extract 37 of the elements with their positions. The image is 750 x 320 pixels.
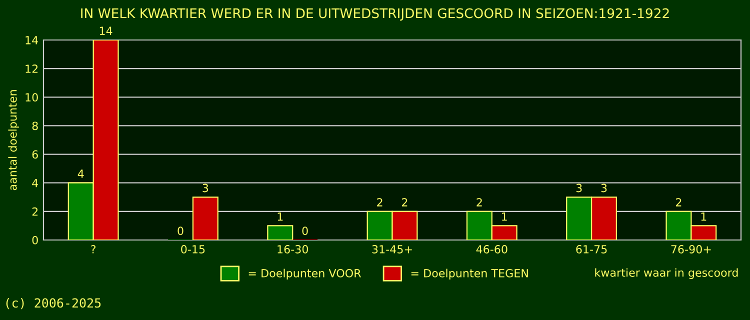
- bar: [267, 225, 294, 240]
- legend-label: = Doelpunten VOOR: [248, 268, 361, 280]
- data-label: 3: [576, 184, 582, 192]
- y-tick-label: 14: [26, 36, 38, 44]
- data-label: 2: [676, 198, 682, 206]
- data-label: 14: [100, 26, 112, 35]
- data-label: 0: [302, 226, 308, 236]
- y-tick-label: 0: [32, 236, 38, 244]
- bar: [192, 196, 218, 240]
- y-tick-label: 6: [32, 150, 38, 159]
- x-axis-title: kwartier waar in gescoord: [595, 268, 738, 279]
- x-tick-label: 0-15: [181, 245, 205, 254]
- text: (c) 2006-2025: [6, 298, 101, 310]
- data-label: 1: [701, 212, 706, 221]
- data-label: 0: [178, 226, 184, 236]
- y-tick-label: 8: [32, 122, 38, 130]
- data-label: 3: [202, 184, 208, 192]
- data-label: 2: [476, 198, 482, 206]
- x-tick-label: ?: [91, 245, 96, 254]
- x-tick-label: 76-90+: [671, 245, 711, 254]
- x-tick-label: 46-60: [476, 245, 508, 254]
- data-label: 2: [377, 198, 382, 206]
- y-tick-label: 10: [26, 93, 38, 102]
- x-tick-label: 31-45+: [372, 245, 412, 254]
- legend-label: = Doelpunten TEGEN: [411, 268, 528, 280]
- chart-title: IN WELK KWARTIER WERD ER IN DE UITWEDSTRIJDEN GESCOORD IN SEIZOEN:1921-1922: [81, 8, 669, 21]
- data-label: 4: [78, 170, 84, 178]
- y-tick-label: 12: [26, 64, 38, 73]
- y-tick-label: 2: [32, 207, 38, 216]
- data-label: 3: [601, 184, 607, 192]
- y-tick-label: 4: [32, 178, 38, 188]
- data-label: 2: [402, 198, 408, 206]
- x-tick-label: 61-75: [576, 245, 607, 254]
- x-tick-label: 16-30: [278, 245, 308, 254]
- y-axis-title: aantal doelpunten: [8, 90, 19, 190]
- data-label: 1: [502, 212, 507, 221]
- data-label: 1: [278, 212, 283, 221]
